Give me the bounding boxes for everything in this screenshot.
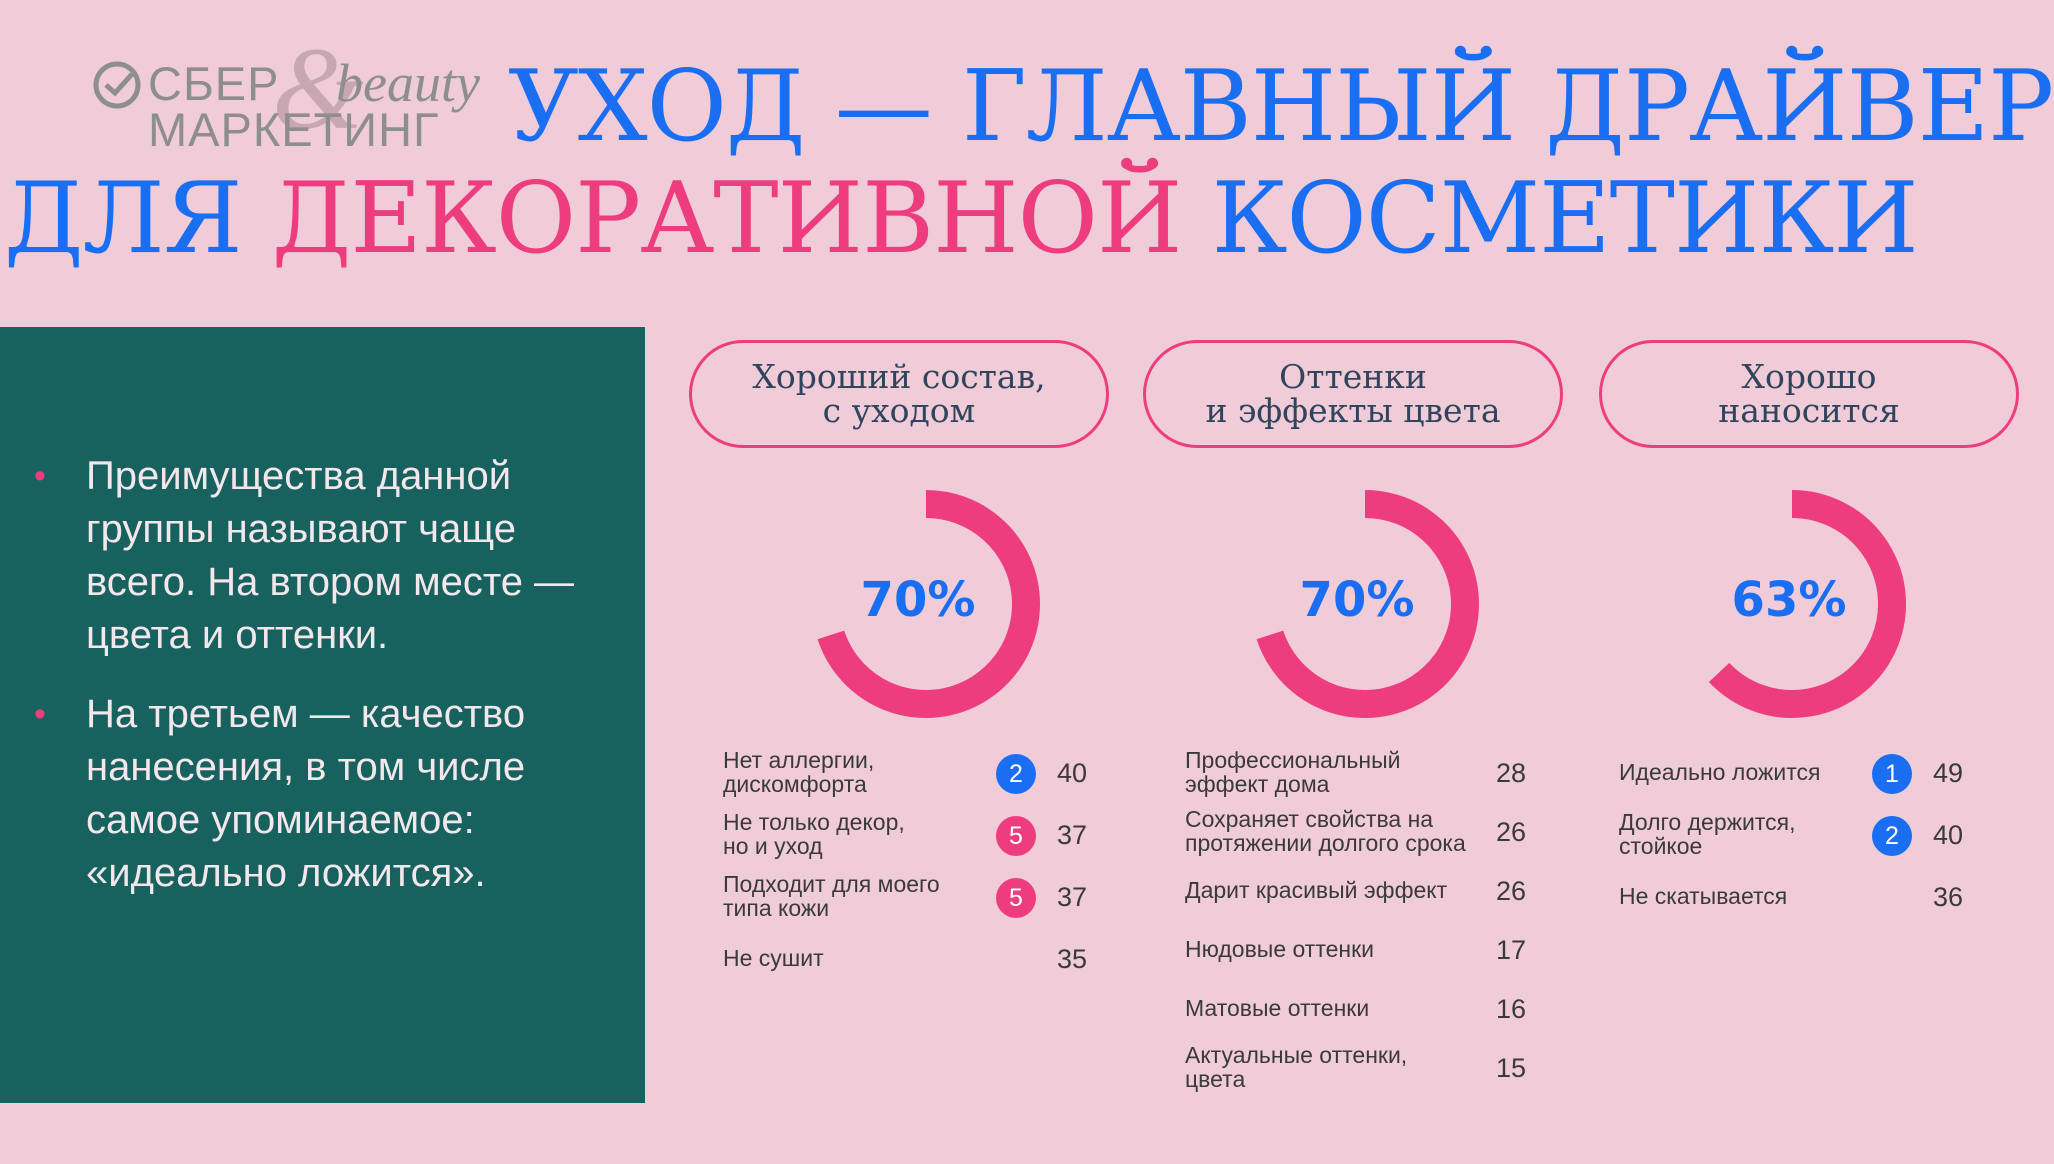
list-item-value: 36 <box>1933 882 1964 912</box>
list-item: Идеально ложится 1 49 <box>1619 748 1971 804</box>
label-line1: Матовые оттенки <box>1185 995 1370 1021</box>
bullet-item-2: На третьем — качество нанесения, в том ч… <box>34 688 614 900</box>
logo-text-marketing: МАРКЕТИНГ <box>148 103 440 156</box>
list-item-value: 35 <box>1057 944 1088 974</box>
percent-composition: 70% <box>860 572 976 628</box>
label-line1: Не скатывается <box>1619 883 1788 909</box>
list-item-label: Не сушит <box>723 946 824 970</box>
list-item-label: Актуальные оттенки, цвета <box>1185 1043 1407 1091</box>
list-item-label: Долго держится, стойкое <box>1619 810 1795 858</box>
list-item: Не только декор, но и уход 5 37 <box>723 810 1093 866</box>
logo-text-beauty: beauty <box>336 53 480 113</box>
pill-line1: Оттенки <box>1279 357 1427 396</box>
list-item-label: Дарит красивый эффект <box>1185 878 1447 902</box>
pill-line1: Хорошо <box>1741 357 1877 396</box>
label-line2: эффект дома <box>1185 771 1330 797</box>
rank-badge: 2 <box>996 754 1036 794</box>
list-item-label: Профессиональный эффект дома <box>1185 748 1400 796</box>
page-title-line2: ДЛЯ ДЕКОРАТИВНОЙ КОСМЕТИКИ <box>4 170 1919 268</box>
page-title-line1: УХОД — ГЛАВНЫЙ ДРАЙВЕР <box>508 50 2054 164</box>
donut-chart-shades <box>1256 490 1479 718</box>
label-line2: цвета <box>1185 1066 1246 1092</box>
rank-badge: 1 <box>1872 754 1912 794</box>
list-item: Не скатывается 36 <box>1619 872 1971 928</box>
donut-arc <box>1256 490 1479 718</box>
label-line1: Долго держится, <box>1619 809 1796 835</box>
list-item: Не сушит 35 <box>723 934 1093 990</box>
list-item: Актуальные оттенки, цвета 15 <box>1185 1043 1530 1099</box>
donut-chart-composition <box>817 490 1040 718</box>
rank-badge: 5 <box>996 878 1036 918</box>
list-application: Идеально ложится 1 49 Долго держится, стойко… <box>1619 748 1971 948</box>
category-pill-application: Хорошо наносится <box>1599 340 2019 448</box>
list-item-value: 26 <box>1496 817 1527 847</box>
list-item: Нюдовые оттенки 17 <box>1185 925 1530 981</box>
list-item-value: 28 <box>1496 758 1527 788</box>
list-item: Долго держится, стойкое 2 40 <box>1619 810 1971 866</box>
category-pill-composition: Хороший состав, с уходом <box>689 340 1109 448</box>
list-item: Дарит красивый эффект 26 <box>1185 866 1530 922</box>
rank-badge: 2 <box>1872 816 1912 856</box>
list-item-value: 40 <box>1933 820 1964 850</box>
donut-chart-application <box>1708 490 1906 718</box>
list-item-value: 16 <box>1496 994 1527 1024</box>
list-item-value: 49 <box>1933 758 1964 788</box>
donut-arc <box>1708 490 1906 718</box>
list-item-label: Нет аллергии, дискомфорта <box>723 748 874 796</box>
list-item-label: Не скатывается <box>1619 884 1787 908</box>
sber-check-icon <box>93 61 141 109</box>
list-item: Матовые оттенки 16 <box>1185 984 1530 1040</box>
list-item-label: Идеально ложится <box>1619 760 1821 784</box>
title-word-dlya: ДЛЯ <box>4 162 272 276</box>
label-line1: Не только декор, <box>723 809 905 835</box>
percent-shades: 70% <box>1299 572 1415 628</box>
list-item: Сохраняет свойства на протяжении долгого … <box>1185 807 1530 863</box>
label-line1: Идеально ложится <box>1619 759 1821 785</box>
list-item-value: 17 <box>1496 935 1527 965</box>
list-item-value: 26 <box>1496 876 1527 906</box>
logo: & СБЕР МАРКЕТИНГ beauty <box>92 30 492 156</box>
label-line1: Актуальные оттенки, <box>1185 1042 1408 1068</box>
label-line2: но и уход <box>723 833 823 859</box>
logo-ampersand: & <box>272 23 364 154</box>
label-line2: дискомфорта <box>723 771 867 797</box>
logo-text-sber: СБЕР <box>148 57 280 110</box>
list-item-value: 40 <box>1057 758 1088 788</box>
category-pill-shades: Оттенки и эффекты цвета <box>1143 340 1563 448</box>
pill-line2: и эффекты цвета <box>1205 391 1501 430</box>
list-item-label: Подходит для моего типа кожи <box>723 872 940 920</box>
list-item-label: Сохраняет свойства на протяжении долгого … <box>1185 807 1466 855</box>
list-item-value: 37 <box>1057 882 1088 912</box>
title-word-cosmetics: КОСМЕТИКИ <box>1181 162 1919 276</box>
list-shades: Профессиональный эффект дома 28 Сохраняет с… <box>1185 748 1530 1098</box>
percent-application: 63% <box>1731 572 1847 628</box>
label-line2: протяжении долгого срока <box>1185 830 1466 856</box>
list-item: Подходит для моего типа кожи 5 37 <box>723 872 1093 928</box>
list-item-label: Не только декор, но и уход <box>723 810 905 858</box>
list-item-value: 15 <box>1496 1053 1527 1083</box>
donut-arc <box>817 490 1040 718</box>
pill-line2: с уходом <box>822 391 976 430</box>
title-word-decorative: ДЕКОРАТИВНОЙ <box>271 162 1183 276</box>
list-item-label: Матовые оттенки <box>1185 996 1369 1020</box>
list-item-label: Нюдовые оттенки <box>1185 937 1374 961</box>
pill-line2: наносится <box>1718 391 1900 430</box>
label-line1: Сохраняет свойства на <box>1185 806 1434 832</box>
list-item: Профессиональный эффект дома 28 <box>1185 748 1530 804</box>
label-line2: стойкое <box>1619 833 1703 859</box>
label-line1: Нюдовые оттенки <box>1185 936 1374 962</box>
label-line1: Нет аллергии, <box>723 747 875 773</box>
list-item: Нет аллергии, дискомфорта 2 40 <box>723 748 1093 804</box>
label-line1: Дарит красивый эффект <box>1185 877 1448 903</box>
pill-line1: Хороший состав, <box>752 357 1046 396</box>
label-line1: Подходит для моего <box>723 871 940 897</box>
label-line1: Профессиональный <box>1185 747 1401 773</box>
label-line1: Не сушит <box>723 945 824 971</box>
label-line2: типа кожи <box>723 895 830 921</box>
summary-bullets: Преимущества данной группы называют чаще… <box>34 450 614 926</box>
list-item-value: 37 <box>1057 820 1088 850</box>
bullet-item-1: Преимущества данной группы называют чаще… <box>34 450 614 662</box>
list-composition: Нет аллергии, дискомфорта 2 40 Не только дек… <box>723 748 1093 988</box>
rank-badge: 5 <box>996 816 1036 856</box>
